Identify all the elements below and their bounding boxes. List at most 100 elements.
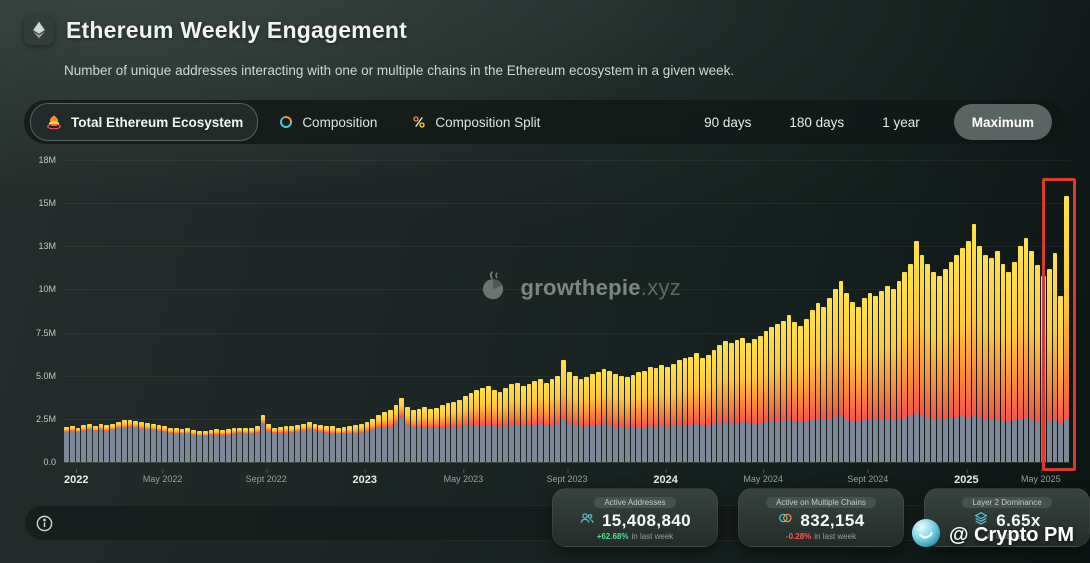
week-bar[interactable] xyxy=(630,160,636,462)
week-bar[interactable] xyxy=(804,160,809,462)
week-bar[interactable] xyxy=(746,160,751,462)
week-bar[interactable] xyxy=(133,160,139,462)
week-bar[interactable] xyxy=(1000,160,1006,462)
week-bar[interactable] xyxy=(468,160,474,462)
week-bar[interactable] xyxy=(173,160,179,462)
week-bar[interactable] xyxy=(318,160,324,462)
week-bar[interactable] xyxy=(913,160,919,462)
week-bar[interactable] xyxy=(220,160,225,462)
range-1-year[interactable]: 1 year xyxy=(882,114,920,130)
tab-composition-split[interactable]: Composition Split xyxy=(397,104,554,140)
week-bar[interactable] xyxy=(688,160,694,462)
tab-total-ethereum-ecosystem[interactable]: Total Ethereum Ecosystem xyxy=(30,103,259,141)
week-bar[interactable] xyxy=(231,160,237,462)
week-bar[interactable] xyxy=(306,160,312,462)
week-bar[interactable] xyxy=(844,160,850,462)
week-bar[interactable] xyxy=(647,160,653,462)
plot-area[interactable]: growthepie.xyz xyxy=(64,160,1076,471)
week-bar[interactable] xyxy=(705,160,711,462)
week-bar[interactable] xyxy=(659,160,665,462)
week-bar[interactable] xyxy=(272,160,277,462)
week-bar[interactable] xyxy=(277,160,283,462)
week-bar[interactable] xyxy=(884,160,890,462)
week-bar[interactable] xyxy=(971,160,977,462)
info-icon[interactable] xyxy=(35,514,54,533)
week-bar[interactable] xyxy=(168,160,173,462)
week-bar[interactable] xyxy=(960,160,965,462)
week-bar[interactable] xyxy=(827,160,832,462)
week-bar[interactable] xyxy=(410,160,416,462)
week-bar[interactable] xyxy=(381,160,387,462)
week-bar[interactable] xyxy=(150,160,156,462)
week-bar[interactable] xyxy=(364,160,370,462)
week-bar[interactable] xyxy=(763,160,769,462)
week-bar[interactable] xyxy=(445,160,451,462)
week-bar[interactable] xyxy=(613,160,618,462)
week-bar[interactable] xyxy=(942,160,948,462)
week-bar[interactable] xyxy=(636,160,642,462)
week-bar[interactable] xyxy=(439,160,445,462)
week-bar[interactable] xyxy=(983,160,988,462)
week-bar[interactable] xyxy=(682,160,688,462)
week-bar[interactable] xyxy=(1029,160,1035,462)
week-bar[interactable] xyxy=(324,160,329,462)
week-bar[interactable] xyxy=(619,160,624,462)
week-bar[interactable] xyxy=(867,160,873,462)
week-bar[interactable] xyxy=(503,160,509,462)
week-bar[interactable] xyxy=(139,160,144,462)
week-bar[interactable] xyxy=(283,160,289,462)
week-bar[interactable] xyxy=(936,160,942,462)
week-bar[interactable] xyxy=(751,160,757,462)
week-bar[interactable] xyxy=(260,160,266,462)
week-bar[interactable] xyxy=(532,160,538,462)
week-bar[interactable] xyxy=(254,160,260,462)
week-bar[interactable] xyxy=(595,160,601,462)
week-bar[interactable] xyxy=(428,160,433,462)
week-bar[interactable] xyxy=(376,160,381,462)
week-bar[interactable] xyxy=(832,160,838,462)
week-bar[interactable] xyxy=(821,160,827,462)
week-bar[interactable] xyxy=(584,160,590,462)
week-bar[interactable] xyxy=(156,160,162,462)
week-bar[interactable] xyxy=(1046,160,1052,462)
week-bar[interactable] xyxy=(555,160,561,462)
week-bar[interactable] xyxy=(491,160,497,462)
week-bar[interactable] xyxy=(104,160,110,462)
week-bar[interactable] xyxy=(191,160,196,462)
week-bar[interactable] xyxy=(64,160,69,462)
week-bar[interactable] xyxy=(185,160,191,462)
week-bar[interactable] xyxy=(214,160,220,462)
week-bar[interactable] xyxy=(416,160,422,462)
week-bar[interactable] xyxy=(457,160,462,462)
week-bar[interactable] xyxy=(1035,160,1041,462)
week-bar[interactable] xyxy=(856,160,861,462)
week-bar[interactable] xyxy=(81,160,87,462)
week-bar[interactable] xyxy=(266,160,272,462)
week-bar[interactable] xyxy=(896,160,902,462)
week-bar[interactable] xyxy=(75,160,81,462)
week-bar[interactable] xyxy=(225,160,231,462)
week-bar[interactable] xyxy=(1023,160,1029,462)
week-bar[interactable] xyxy=(925,160,931,462)
week-bar[interactable] xyxy=(711,160,717,462)
week-bar[interactable] xyxy=(566,160,572,462)
week-bar[interactable] xyxy=(989,160,994,462)
week-bar[interactable] xyxy=(538,160,543,462)
week-bar[interactable] xyxy=(110,160,116,462)
week-bar[interactable] xyxy=(572,160,578,462)
week-bar[interactable] xyxy=(1006,160,1012,462)
week-bar[interactable] xyxy=(549,160,555,462)
week-bar[interactable] xyxy=(879,160,884,462)
week-bar[interactable] xyxy=(329,160,335,462)
week-bar[interactable] xyxy=(144,160,150,462)
week-bar[interactable] xyxy=(116,160,121,462)
week-bar[interactable] xyxy=(769,160,775,462)
week-bar[interactable] xyxy=(902,160,908,462)
week-bar[interactable] xyxy=(358,160,364,462)
tab-composition[interactable]: Composition xyxy=(264,104,391,140)
week-bar[interactable] xyxy=(289,160,295,462)
week-bar[interactable] xyxy=(480,160,486,462)
week-bar[interactable] xyxy=(954,160,960,462)
week-bar[interactable] xyxy=(838,160,844,462)
week-bar[interactable] xyxy=(919,160,925,462)
